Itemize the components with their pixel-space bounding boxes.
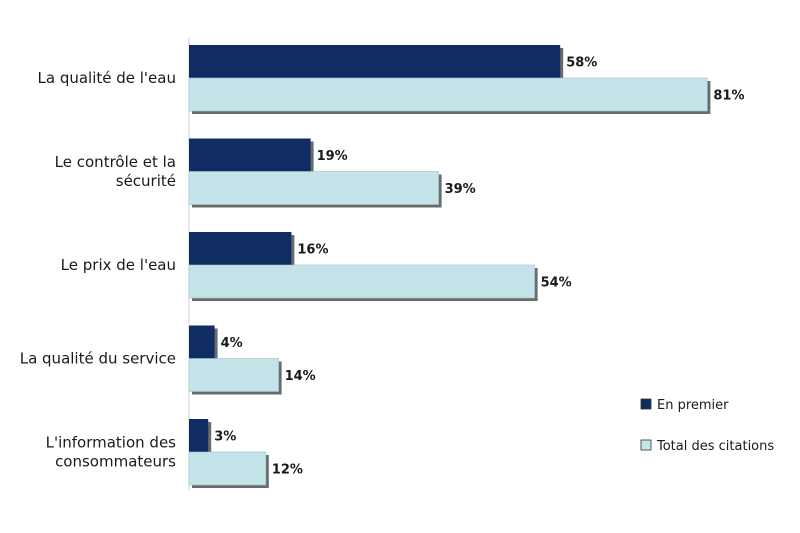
data-label: 3% <box>214 430 236 445</box>
legend-label: En premier <box>657 398 729 413</box>
category-label: La qualité de l'eau <box>38 69 177 87</box>
category-label: Le prix de l'eau <box>61 256 176 274</box>
legend-swatch-en-premier <box>640 398 652 410</box>
bar-total-citations-1 <box>188 171 439 205</box>
bar-en-premier-1 <box>189 138 311 172</box>
bar-total-citations-4 <box>188 451 267 486</box>
category-label: Le contrôle et la sécurité <box>55 153 176 190</box>
data-label: 39% <box>445 182 476 197</box>
category-label: La qualité du service <box>20 350 176 368</box>
bar-en-premier-3 <box>189 325 215 359</box>
data-label: 58% <box>566 56 597 71</box>
data-label: 16% <box>297 243 328 258</box>
bar-total-citations-3 <box>188 358 279 392</box>
bar-en-premier-0 <box>189 45 561 78</box>
bar-en-premier-4 <box>189 419 209 452</box>
data-label: 19% <box>317 149 348 164</box>
legend: En premier Total des citations <box>640 398 774 454</box>
bars-layer <box>188 45 711 488</box>
bar-total-citations-0 <box>188 77 708 112</box>
data-label: 4% <box>221 336 243 351</box>
labels-layer: 58% 81% La qualité de l'eau 19% 39% Le contrô… <box>20 56 745 478</box>
bar-total-citations-2 <box>188 264 535 299</box>
category-label: L'information des consommateurs <box>46 434 177 471</box>
data-label: 14% <box>285 369 316 384</box>
data-label: 54% <box>541 276 572 291</box>
legend-swatch-total-citations <box>640 439 652 451</box>
data-label: 81% <box>713 89 744 104</box>
legend-label: Total des citations <box>656 439 774 454</box>
data-label: 12% <box>272 463 303 478</box>
bar-en-premier-2 <box>189 232 292 265</box>
